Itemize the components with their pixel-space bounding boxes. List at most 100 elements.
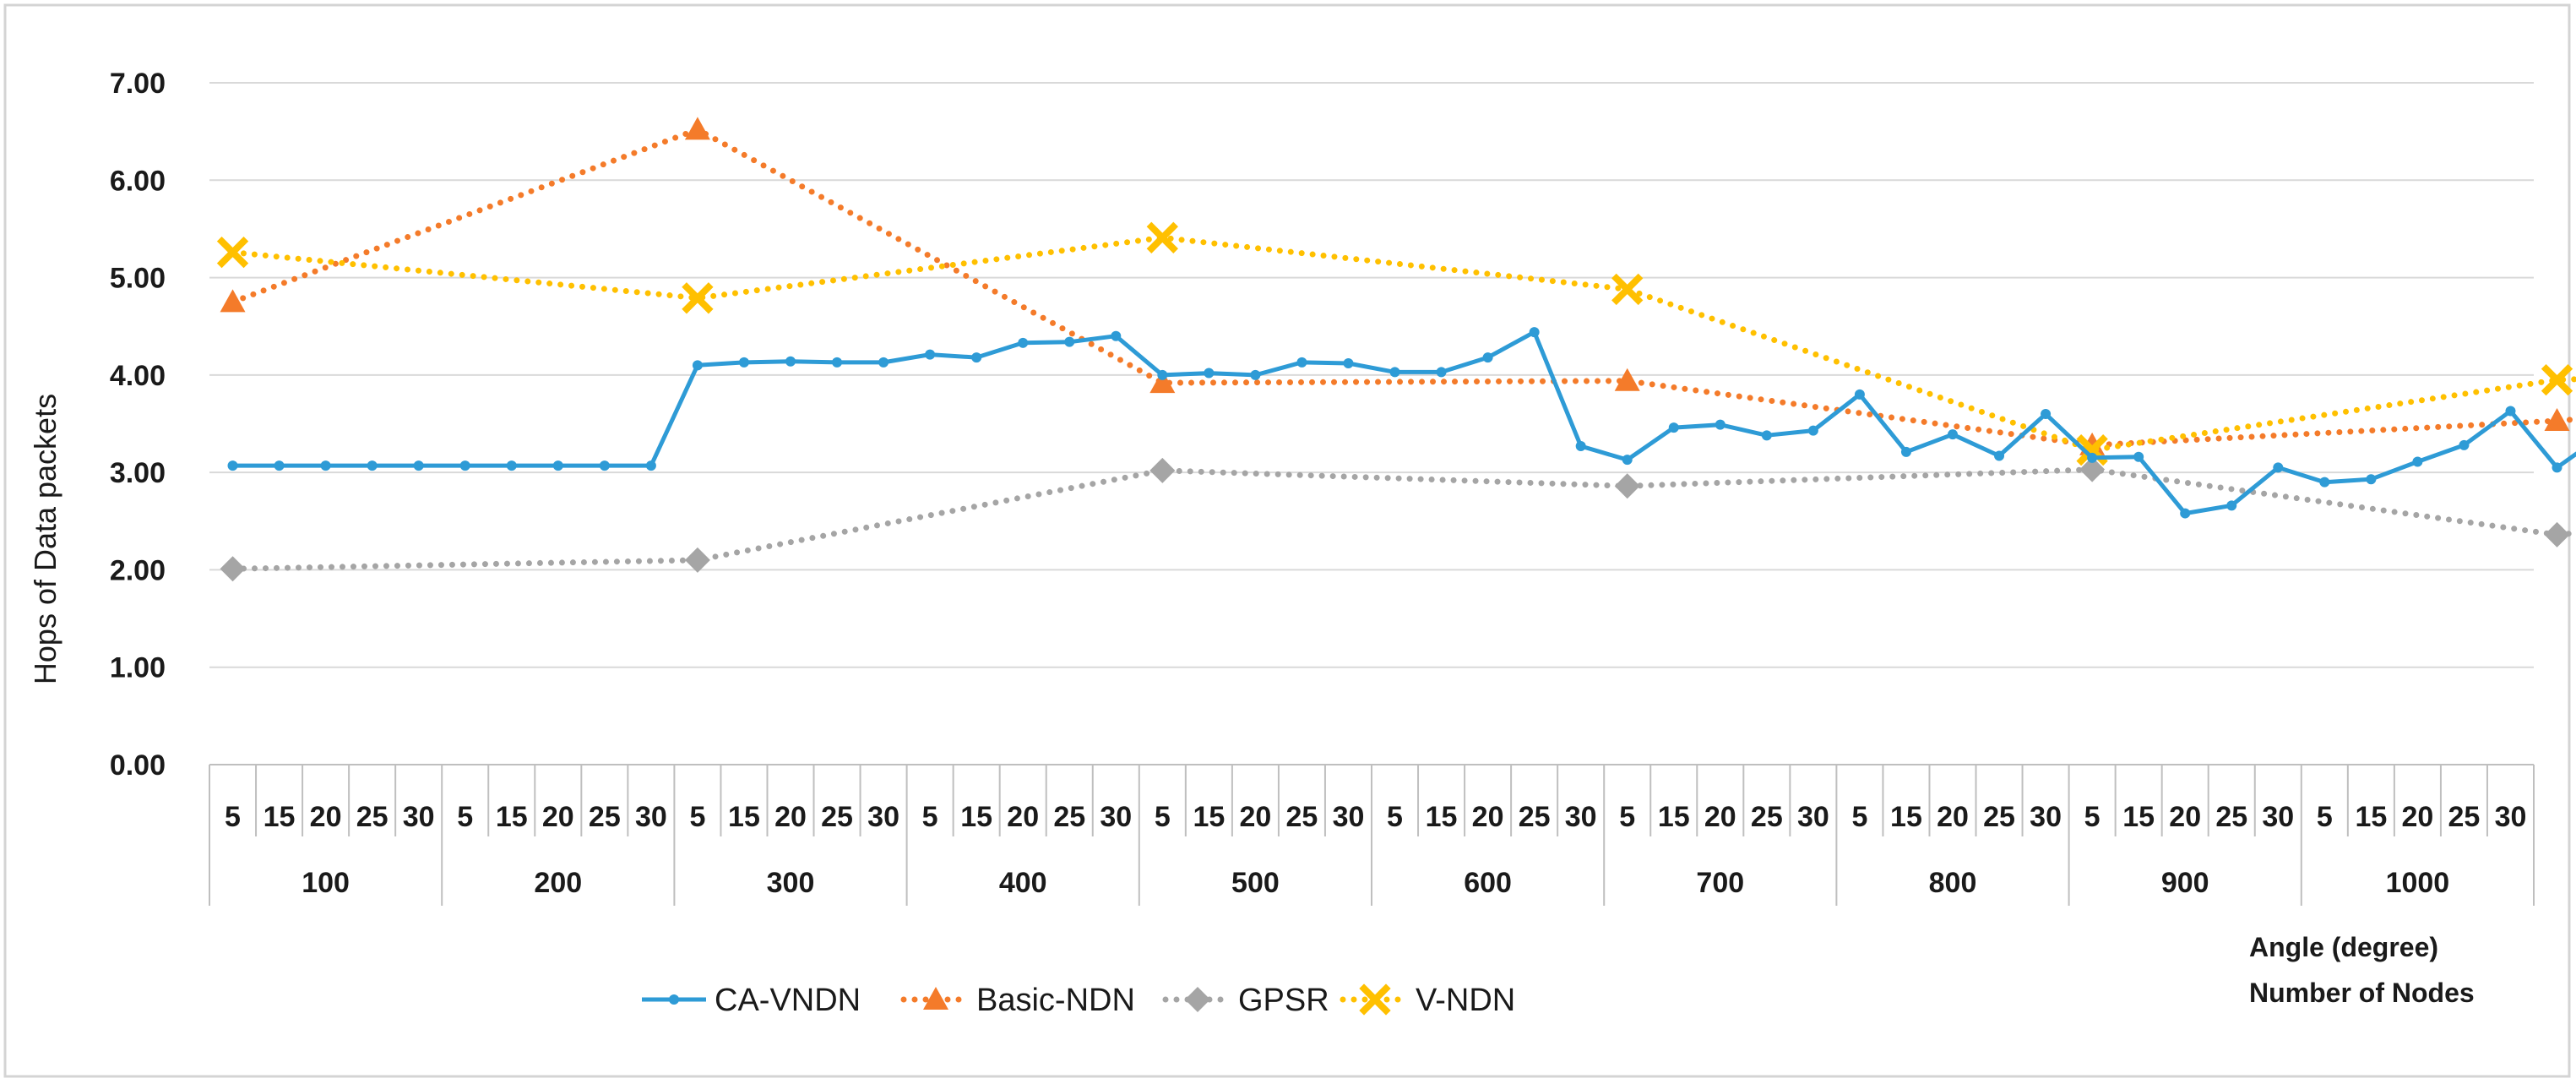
legend: CA-VNDN Basic-NDN GPSR V-NDN — [642, 983, 1515, 1018]
data-point-ca-vndn — [1296, 357, 1307, 368]
data-point-ca-vndn — [227, 460, 238, 471]
x-tick-label: 20 — [1239, 801, 1271, 833]
data-point-ca-vndn — [2133, 451, 2144, 462]
legend-marker — [1185, 987, 1210, 1012]
series-line-basic-ndn — [230, 126, 2576, 449]
x-tick-label: 20 — [542, 801, 574, 833]
x-tick-label: 25 — [1751, 801, 1783, 833]
data-point-ca-vndn — [1854, 389, 1865, 400]
data-point-ca-vndn — [1018, 337, 1029, 348]
x-tick-label: 20 — [774, 801, 807, 833]
data-point-ca-vndn — [2319, 477, 2330, 488]
data-point-ca-vndn — [1994, 450, 2005, 461]
data-point-ca-vndn — [2087, 452, 2098, 463]
x-tick-label: 15 — [1193, 801, 1225, 833]
data-point-ca-vndn — [1761, 430, 1772, 441]
x-tick-label: 30 — [1333, 801, 1365, 833]
x-tick-label: 20 — [310, 801, 342, 833]
gridlines — [209, 82, 2534, 668]
data-point-ca-vndn — [459, 460, 470, 471]
y-tick-label: 6.00 — [110, 165, 166, 197]
data-point-ca-vndn — [599, 460, 610, 471]
x-tick-label: 5 — [2084, 801, 2100, 833]
x-tick-label: 30 — [1565, 801, 1597, 833]
x-tick-label: 20 — [1472, 801, 1504, 833]
data-point-v-ndn — [216, 236, 249, 269]
x-tick-label: 25 — [1053, 801, 1085, 833]
data-point-gpsr — [220, 556, 246, 582]
data-point-ca-vndn — [2226, 500, 2237, 511]
data-point-ca-vndn — [2505, 406, 2516, 417]
legend-label: V-NDN — [1416, 983, 1515, 1018]
data-point-ca-vndn — [1482, 352, 1493, 363]
data-point-gpsr — [1149, 457, 1176, 483]
x-tick-label: 5 — [2317, 801, 2333, 833]
data-point-v-ndn — [2541, 363, 2573, 396]
x-tick-label: 5 — [1851, 801, 1867, 833]
data-point-ca-vndn — [1900, 446, 1911, 457]
x-tick-label: 15 — [496, 801, 528, 833]
data-point-gpsr — [1614, 473, 1640, 499]
data-point-ca-vndn — [1064, 336, 1075, 347]
legend-item-gpsr: GPSR — [1162, 983, 1329, 1018]
y-tick-label: 2.00 — [110, 554, 166, 586]
x-tick-label: 30 — [2262, 801, 2294, 833]
legend-item-v-ndn: V-NDN — [1340, 983, 1515, 1018]
data-point-ca-vndn — [971, 352, 982, 363]
x-tick-label: 25 — [2448, 801, 2481, 833]
data-point-ca-vndn — [925, 349, 936, 360]
x-tick-label: 25 — [1286, 801, 1318, 833]
data-point-ca-vndn — [367, 460, 378, 471]
x-group-label: 400 — [999, 867, 1047, 899]
x-tick-label: 25 — [2215, 801, 2247, 833]
series-line-ca-vndn — [232, 330, 2576, 516]
legend-label: CA-VNDN — [715, 983, 861, 1018]
x-tick-label: 5 — [1387, 801, 1403, 833]
data-point-ca-vndn — [1715, 419, 1725, 430]
x-tick-label: 25 — [589, 801, 621, 833]
x-group-label: 900 — [2161, 867, 2209, 899]
data-point-ca-vndn — [1389, 367, 1400, 378]
data-point-v-ndn — [1146, 221, 1178, 253]
data-point-ca-vndn — [1622, 455, 1633, 466]
data-point-ca-vndn — [2459, 439, 2470, 450]
data-point-ca-vndn — [2273, 462, 2284, 473]
data-point-basic-ndn — [220, 289, 246, 313]
x-tick-label: 30 — [403, 801, 435, 833]
data-point-ca-vndn — [692, 360, 703, 371]
x-tick-label: 25 — [821, 801, 853, 833]
data-point-ca-vndn — [2412, 456, 2423, 467]
data-point-gpsr — [2079, 456, 2106, 482]
x-axis-title-angle: Angle (degree) — [2249, 932, 2438, 962]
data-point-ca-vndn — [413, 460, 424, 471]
y-tick-label: 5.00 — [110, 263, 166, 295]
x-tick-label: 25 — [1519, 801, 1551, 833]
x-tick-label: 15 — [960, 801, 992, 833]
x-tick-label: 20 — [1007, 801, 1039, 833]
x-tick-label: 30 — [2030, 801, 2062, 833]
legend-label: GPSR — [1238, 983, 1329, 1018]
series-ca-vndn — [227, 327, 2576, 519]
x-tick-label: 15 — [1890, 801, 1922, 833]
x-tick-label: 15 — [728, 801, 760, 833]
x-tick-label: 25 — [356, 801, 389, 833]
x-tick-label: 30 — [1100, 801, 1132, 833]
x-group-label: 800 — [1929, 867, 1977, 899]
series-line-gpsr — [230, 466, 2576, 572]
data-point-gpsr — [684, 547, 710, 573]
data-point-ca-vndn — [1948, 429, 1958, 440]
data-point-ca-vndn — [645, 460, 656, 471]
data-point-gpsr — [2544, 521, 2570, 547]
legend-item-ca-vndn: CA-VNDN — [642, 983, 861, 1018]
x-group-label: 1000 — [2386, 867, 2450, 899]
x-group-label: 200 — [534, 867, 582, 899]
x-tick-label: 5 — [1155, 801, 1171, 833]
data-point-ca-vndn — [832, 357, 843, 368]
chart-border — [3, 3, 2571, 1078]
data-point-ca-vndn — [552, 460, 563, 471]
x-tick-label: 15 — [1658, 801, 1690, 833]
data-point-ca-vndn — [2366, 474, 2377, 485]
x-group-label: 700 — [1696, 867, 1744, 899]
